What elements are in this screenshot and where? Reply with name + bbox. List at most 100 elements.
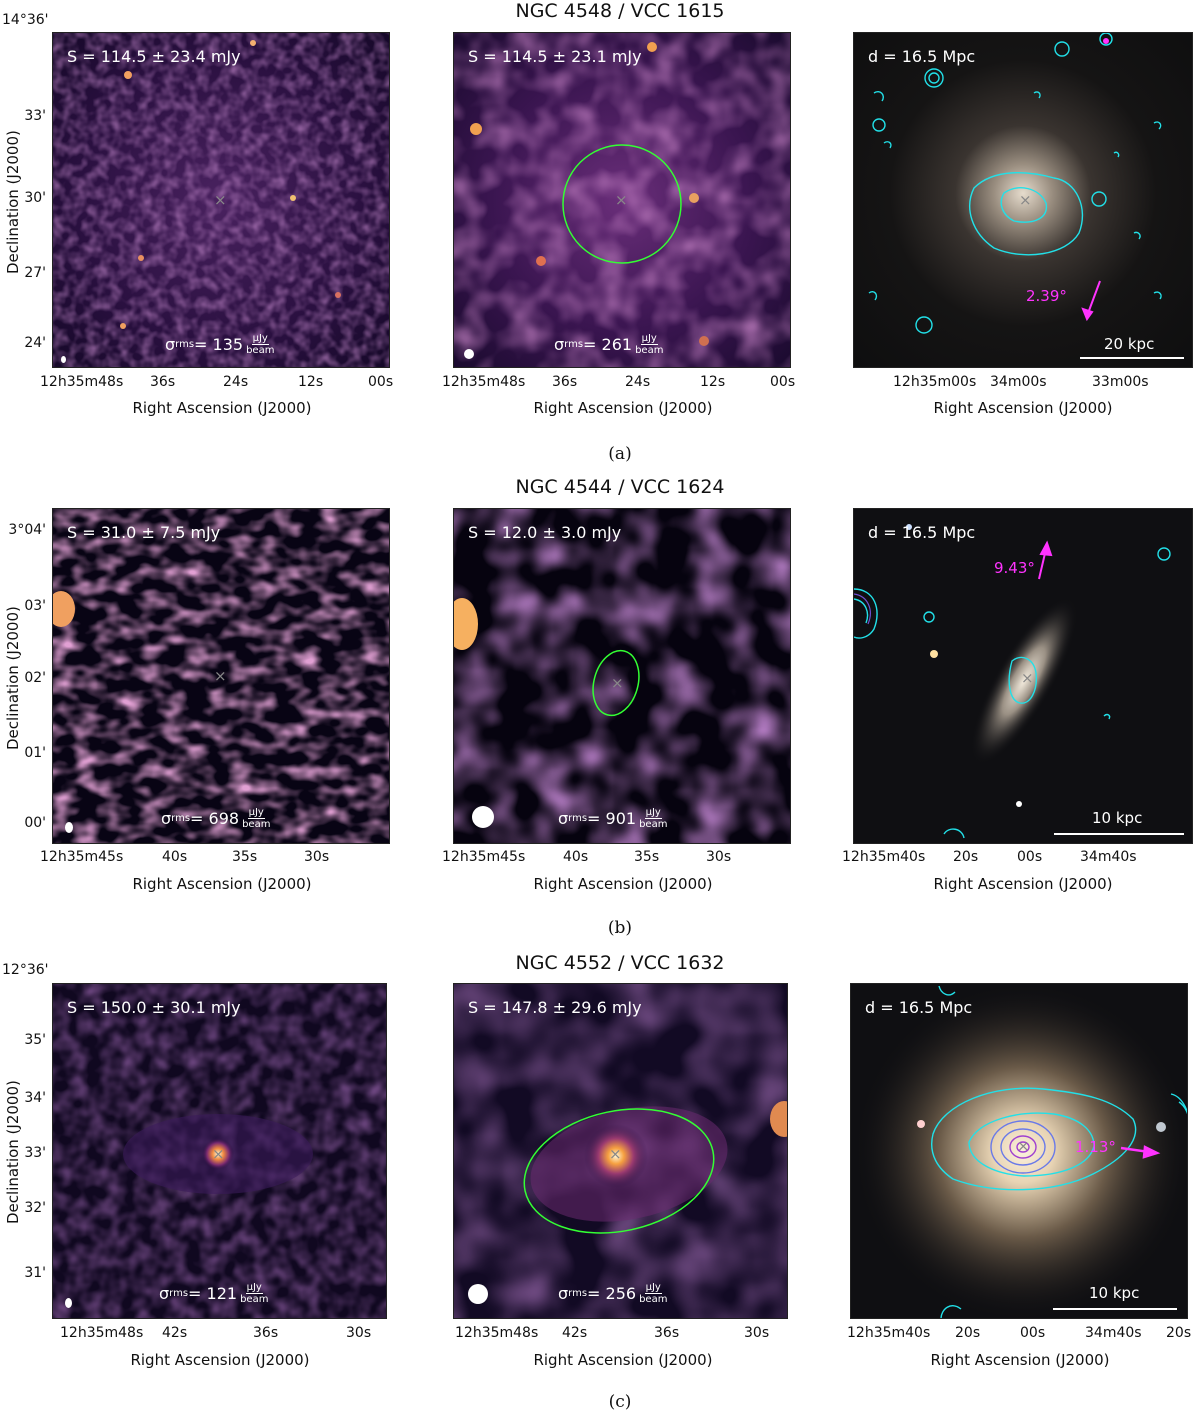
panel-c-tapered: S = 147.8 ± 29.6 mJy σ rms = 256 μJy beam … <box>453 983 788 1319</box>
beam-circle <box>472 806 494 828</box>
y-tick: 30' <box>24 190 46 206</box>
x-tick: 30s <box>304 849 330 865</box>
offset-angle-label: 1.13° <box>1075 1138 1116 1156</box>
y-tick: 3°04' <box>8 522 46 538</box>
subfigure-caption: (c) <box>608 1392 632 1412</box>
center-cross-icon: × <box>609 1145 622 1163</box>
point-source <box>138 255 144 261</box>
integration-ellipse <box>562 144 682 264</box>
x-axis-label: Right Ascension (J2000) <box>533 1351 713 1369</box>
scale-bar <box>1053 1308 1177 1310</box>
point-source <box>335 292 341 298</box>
x-tick: 20s <box>1166 1325 1192 1341</box>
y-tick: 33' <box>24 108 46 124</box>
row-a-title: NGC 4548 / VCC 1615 <box>515 0 725 22</box>
noise-texture <box>454 33 790 367</box>
flux-label: S = 114.5 ± 23.4 mJy <box>67 47 241 66</box>
noise-texture <box>53 984 386 1318</box>
y-tick: 00' <box>24 815 46 831</box>
scale-bar-label: 20 kpc <box>1104 335 1155 353</box>
x-tick: 30s <box>706 849 732 865</box>
beam-circle <box>464 349 474 359</box>
row-b-title: NGC 4544 / VCC 1624 <box>515 476 725 498</box>
y-tick: 32' <box>24 1200 46 1216</box>
x-tick: 12h35m48s <box>442 374 526 390</box>
center-cross-icon: × <box>214 191 227 209</box>
x-axis-label: Right Ascension (J2000) <box>533 875 713 893</box>
subfigure-caption: (b) <box>607 918 633 938</box>
x-axis-label: Right Ascension (J2000) <box>933 875 1113 893</box>
beam-ellipse <box>65 822 73 833</box>
rms-label: σ rms = 261 μJy beam <box>554 333 664 356</box>
distance-label: d = 16.5 Mpc <box>868 523 976 542</box>
panel-b-optical: d = 16.5 Mpc 9.43° 10 kpc × <box>853 508 1193 844</box>
y-tick: 03' <box>24 598 46 614</box>
x-tick: 20s <box>953 849 979 865</box>
x-axis-label: Right Ascension (J2000) <box>132 399 312 417</box>
offset-angle-label: 2.39° <box>1026 287 1067 305</box>
x-tick: 34m00s <box>990 374 1047 390</box>
y-tick: 31' <box>24 1265 46 1281</box>
x-tick: 12h35m45s <box>40 849 124 865</box>
x-tick: 12h35m40s <box>847 1325 931 1341</box>
flux-label: S = 12.0 ± 3.0 mJy <box>468 523 622 542</box>
x-tick: 30s <box>744 1325 770 1341</box>
x-tick: 36s <box>654 1325 680 1341</box>
integration-ellipse <box>523 1108 715 1234</box>
x-tick: 12h35m48s <box>455 1325 539 1341</box>
rms-label: σ rms = 901 μJy beam <box>558 807 668 830</box>
panel-a-optical: d = 16.5 Mpc 2.39° 20 kpc × <box>853 32 1193 368</box>
x-tick: 12h35m00s <box>893 374 977 390</box>
scale-bar <box>1054 833 1184 835</box>
center-cross-icon: × <box>1017 1137 1030 1155</box>
point-source <box>124 71 132 79</box>
x-tick: 00s <box>1020 1325 1046 1341</box>
y-tick: 01' <box>24 745 46 761</box>
x-tick: 36s <box>253 1325 279 1341</box>
x-tick: 42s <box>562 1325 588 1341</box>
center-cross-icon: × <box>615 191 628 209</box>
sigma-subscript: rms <box>175 339 195 350</box>
contour-overlay <box>868 33 1162 334</box>
x-tick: 24s <box>625 374 651 390</box>
point-source <box>250 40 256 46</box>
center-cross-icon: × <box>611 674 624 692</box>
x-tick: 12s <box>700 374 726 390</box>
contour-overlay <box>853 984 1187 1318</box>
x-axis-label: Right Ascension (J2000) <box>933 399 1113 417</box>
rms-label: σ rms = 135 μJy beam <box>165 333 274 356</box>
x-axis-label: Right Ascension (J2000) <box>132 875 312 893</box>
x-tick: 20s <box>955 1325 981 1341</box>
subfigure-caption: (a) <box>608 444 632 464</box>
x-tick: 34m40s <box>1085 1325 1142 1341</box>
rms-label: σ rms = 256 μJy beam <box>558 1282 668 1305</box>
panel-b-full-res: S = 31.0 ± 7.5 mJy σ rms = 698 μJy beam × <box>52 508 390 844</box>
unit-fraction: μJy beam <box>246 333 275 356</box>
y-tick: 12°36' <box>2 962 49 978</box>
y-tick: 24' <box>24 335 46 351</box>
panel-b-tapered: S = 12.0 ± 3.0 mJy σ rms = 901 μJy beam × <box>453 508 791 844</box>
panel-a-tapered: S = 114.5 ± 23.1 mJy σ rms = 261 μJy beam … <box>453 32 791 368</box>
center-cross-icon: × <box>1019 191 1032 209</box>
center-cross-icon: × <box>212 1145 225 1163</box>
x-tick: 00s <box>770 374 796 390</box>
x-tick: 34m40s <box>1080 849 1137 865</box>
x-tick: 36s <box>150 374 176 390</box>
x-tick: 12h35m45s <box>442 849 526 865</box>
rms-label: σ rms = 698 μJy beam <box>161 807 271 830</box>
x-tick: 24s <box>223 374 249 390</box>
beam-ellipse <box>61 356 66 363</box>
flux-label: S = 114.5 ± 23.1 mJy <box>468 47 642 66</box>
scale-bar-label: 10 kpc <box>1092 809 1143 827</box>
x-tick: 35s <box>634 849 660 865</box>
y-tick: 27' <box>24 265 46 281</box>
x-tick: 33m00s <box>1092 374 1149 390</box>
distance-label: d = 16.5 Mpc <box>865 998 973 1017</box>
x-tick: 00s <box>368 374 394 390</box>
x-tick: 30s <box>346 1325 372 1341</box>
y-tick: 14°36' <box>2 12 49 28</box>
center-cross-icon: × <box>214 667 227 685</box>
x-tick: 12h35m48s <box>60 1325 144 1341</box>
panel-c-full-res: S = 150.0 ± 30.1 mJy σ rms = 121 μJy beam … <box>52 983 387 1319</box>
x-axis-label: Right Ascension (J2000) <box>533 399 713 417</box>
